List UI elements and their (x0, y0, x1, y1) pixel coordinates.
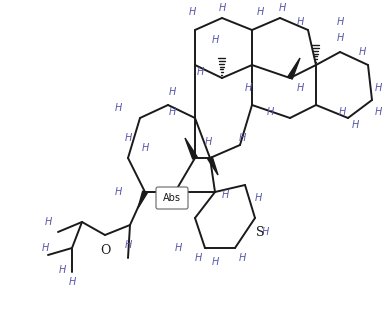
Text: H: H (124, 240, 132, 250)
Text: H: H (351, 120, 359, 130)
Text: H: H (174, 243, 182, 253)
Text: H: H (211, 35, 219, 45)
Text: H: H (336, 33, 344, 43)
Polygon shape (208, 157, 218, 175)
Text: H: H (296, 83, 304, 93)
Text: H: H (358, 47, 366, 57)
Text: H: H (278, 3, 286, 13)
Text: H: H (244, 83, 252, 93)
Text: H: H (114, 103, 122, 113)
Text: Abs: Abs (163, 193, 181, 203)
Polygon shape (185, 138, 197, 159)
Text: S: S (256, 225, 264, 238)
Text: H: H (374, 107, 382, 117)
Text: H: H (256, 7, 264, 17)
FancyBboxPatch shape (156, 187, 188, 209)
Text: H: H (44, 217, 52, 227)
Text: H: H (338, 107, 346, 117)
Text: H: H (218, 3, 226, 13)
Text: H: H (196, 67, 204, 77)
Text: H: H (261, 227, 269, 237)
Text: H: H (211, 257, 219, 267)
Text: H: H (194, 253, 202, 263)
Text: H: H (114, 187, 122, 197)
Text: H: H (374, 83, 382, 93)
Text: H: H (124, 133, 132, 143)
Text: H: H (221, 190, 229, 200)
Text: O: O (100, 243, 110, 256)
Text: H: H (168, 87, 176, 97)
Text: H: H (336, 17, 344, 27)
Text: H: H (296, 17, 304, 27)
Text: H: H (204, 137, 212, 147)
Text: H: H (266, 107, 274, 117)
Text: H: H (238, 253, 246, 263)
Text: H: H (58, 265, 66, 275)
Polygon shape (138, 191, 147, 208)
Text: H: H (141, 143, 149, 153)
Text: H: H (168, 107, 176, 117)
Text: H: H (254, 193, 262, 203)
Text: H: H (41, 243, 49, 253)
Text: H: H (68, 277, 76, 287)
Polygon shape (288, 58, 300, 79)
Text: H: H (188, 7, 196, 17)
Text: H: H (238, 133, 246, 143)
